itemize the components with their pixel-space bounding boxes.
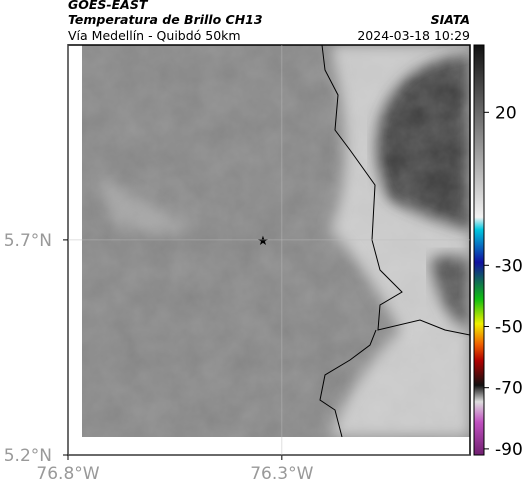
source-label: SIATA	[431, 12, 470, 27]
route-label: Vía Medellín - Quibdó 50km	[68, 28, 241, 43]
colorbar-tick-label: 20	[495, 103, 517, 123]
x-tick-label: 76.8°W	[36, 464, 99, 484]
satellite-name: GOES-EAST	[68, 0, 149, 12]
route-marker: ★	[257, 234, 269, 249]
colorbar-tick-label: -90	[495, 440, 523, 460]
x-tick-label: 76.3°W	[250, 464, 313, 484]
colorbar-tick-label: -50	[495, 317, 523, 337]
colorbar-tick-label: -30	[495, 256, 523, 276]
satellite-image	[82, 45, 470, 437]
axes: 76.8°W 76.3°W 5.2°N 5.7°N 20 -30 -50 -70 -90	[4, 45, 523, 484]
colorbar-tick-label: -70	[495, 379, 523, 399]
product-title: Temperatura de Brillo CH13	[68, 12, 263, 27]
timestamp: 2024-03-18 10:29	[357, 28, 470, 43]
colorbar	[473, 44, 485, 456]
y-tick-label: 5.7°N	[4, 231, 52, 251]
y-tick-label: 5.2°N	[4, 446, 52, 466]
